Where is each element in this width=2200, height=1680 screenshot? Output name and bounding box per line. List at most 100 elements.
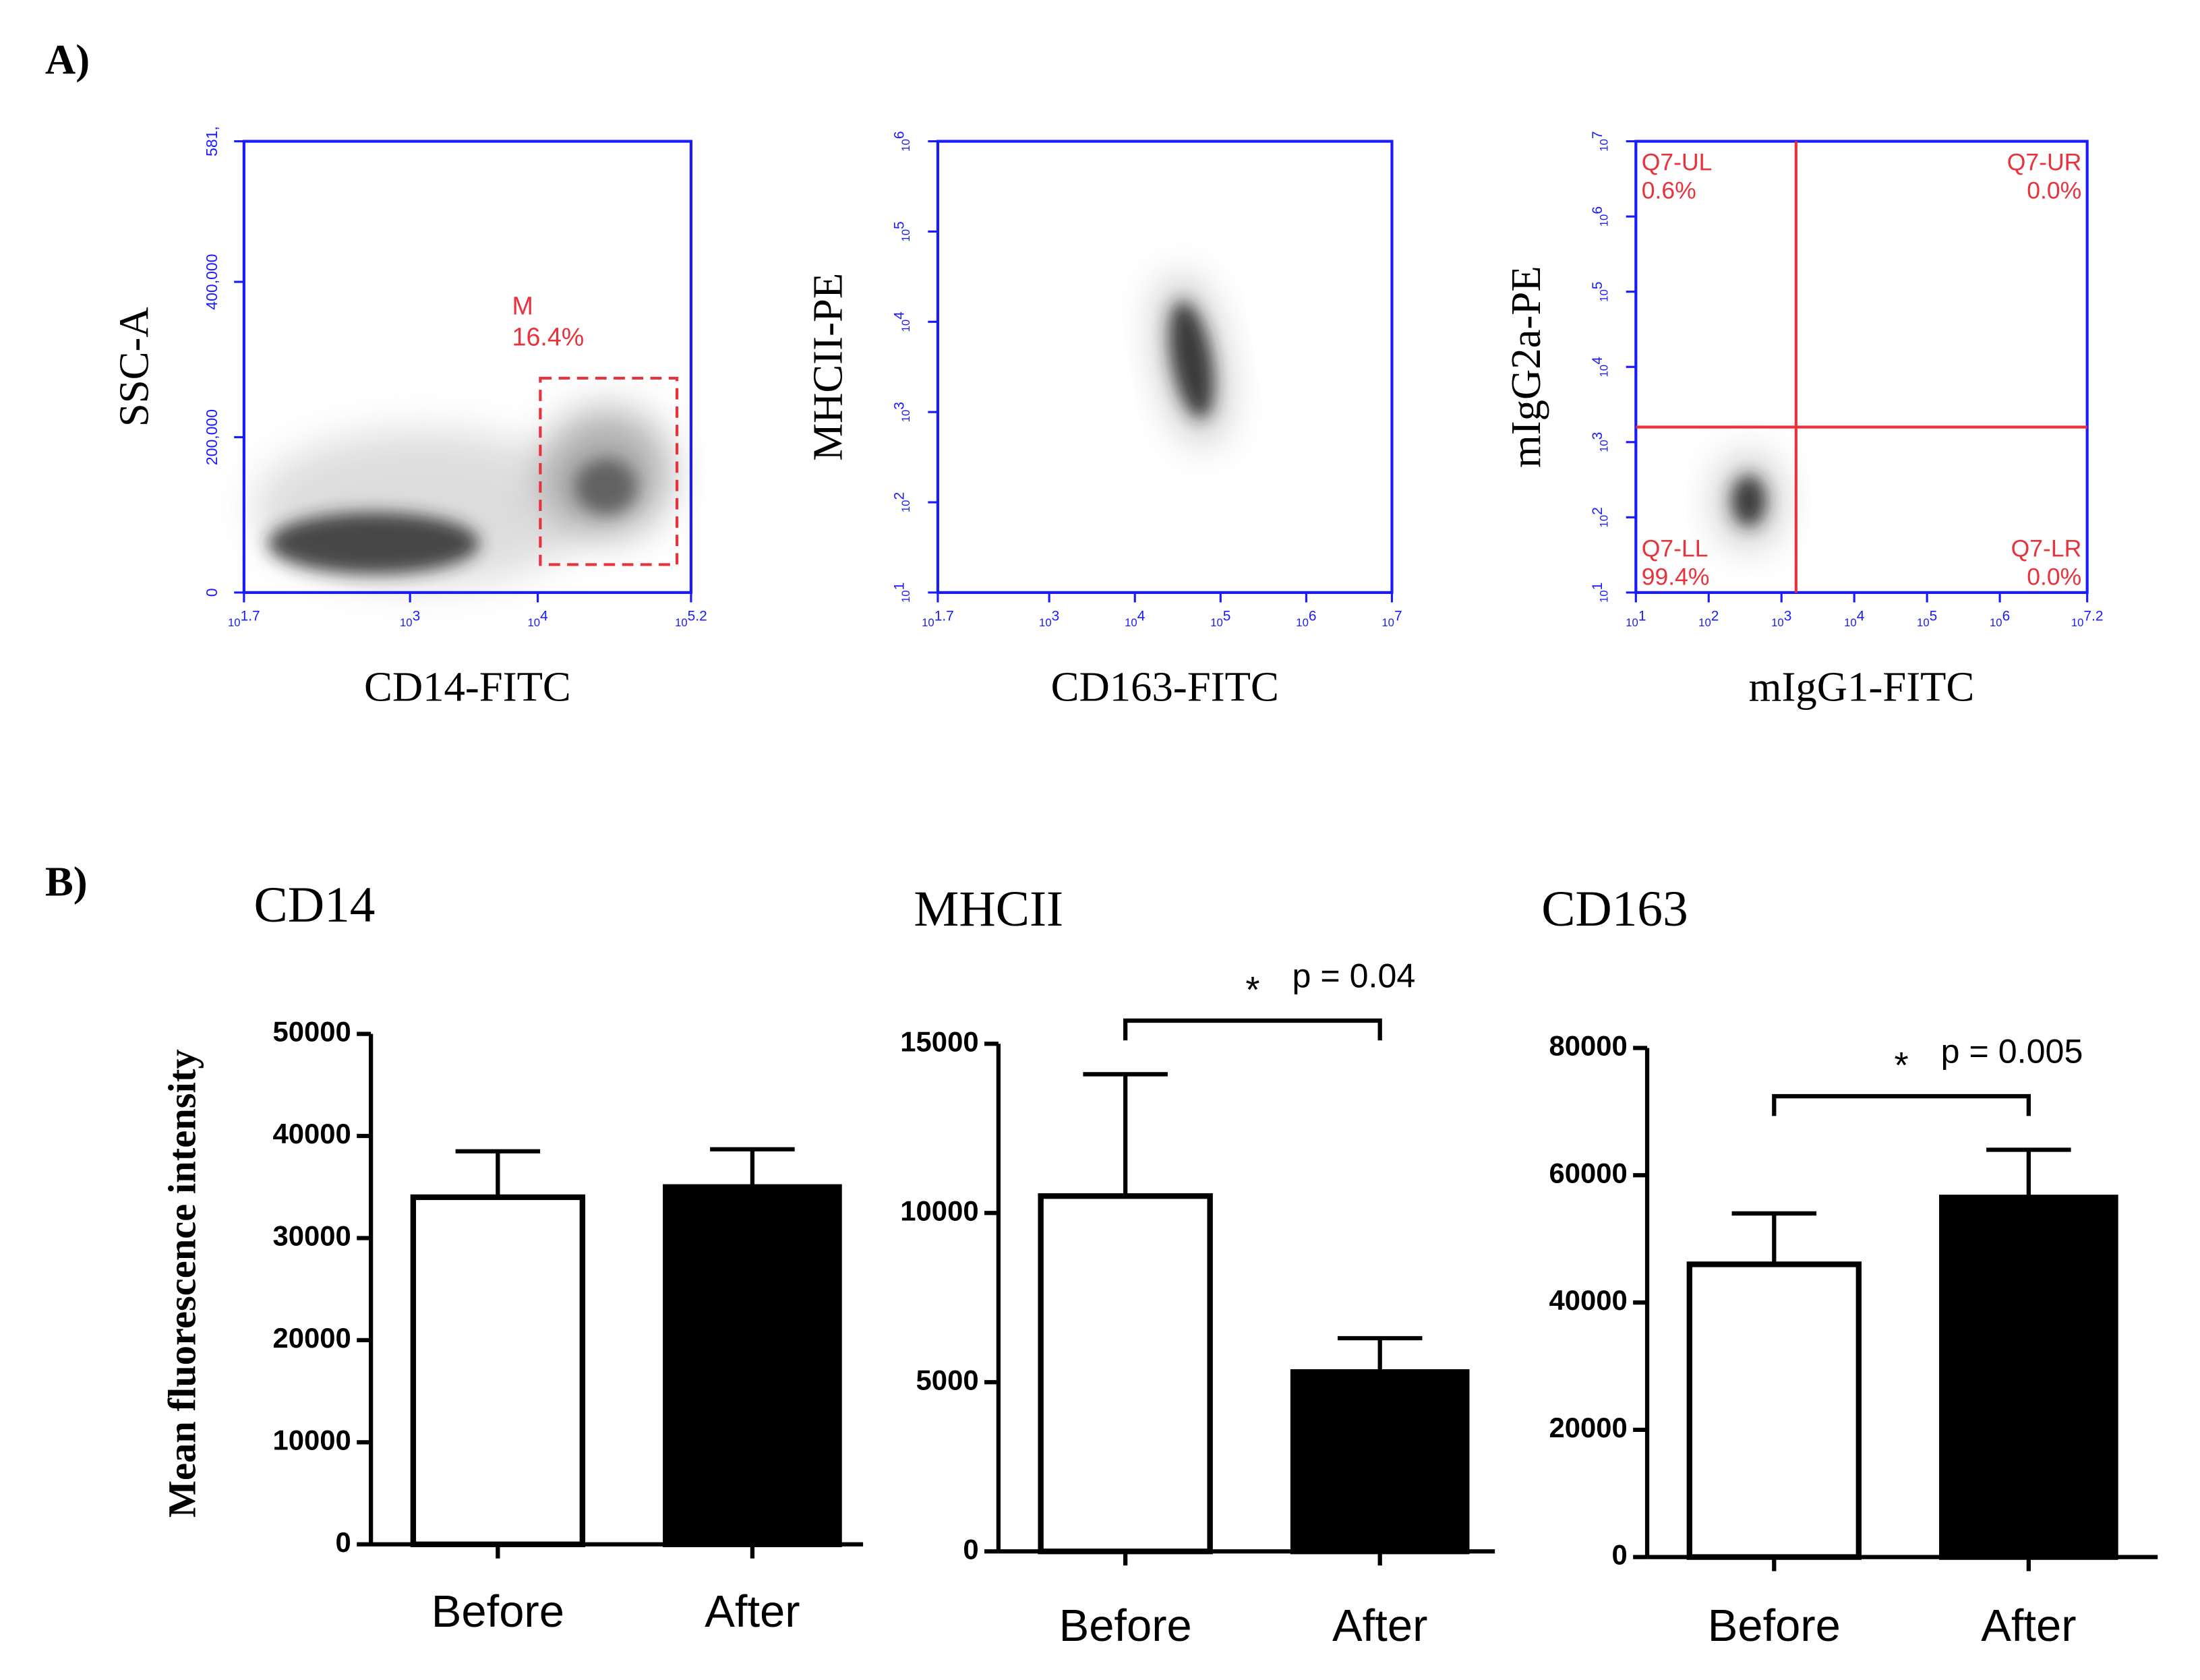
tick-base: 10: [1771, 616, 1784, 629]
tick-exponent: 4: [891, 311, 907, 320]
x-tick-label: 104: [1844, 608, 1865, 629]
significance-marker: *: [1895, 1045, 1909, 1086]
tick-exponent: 7.2: [2083, 608, 2103, 624]
tick-base: 10: [899, 139, 912, 152]
y-tick-label: 106: [891, 131, 912, 151]
y-tick-label: 101: [891, 582, 912, 603]
plot-frame: [242, 140, 693, 595]
tick-exponent: 1.7: [241, 608, 260, 624]
y-tick-label: 0: [203, 589, 220, 597]
tick-base: 10: [899, 590, 912, 603]
x-tick-label: 101.7: [922, 608, 954, 629]
y-tick-label: 50000: [272, 1016, 351, 1048]
y-tick-label: 40000: [272, 1118, 351, 1149]
x-tick-label: 107: [1381, 608, 1402, 629]
tick-exponent: 3: [1589, 432, 1605, 440]
p-value: p = 0.04: [1292, 957, 1415, 994]
event-clouds: [254, 276, 1780, 586]
quadrant-percent: 0.6%: [1642, 177, 1696, 204]
y-tick-label: 102: [1589, 507, 1610, 527]
gate: [539, 376, 679, 566]
tick-exponent: 2: [1711, 608, 1719, 624]
x-tick-label: Before: [1708, 1600, 1841, 1651]
quadrant-name: Q7-LL: [1642, 535, 1708, 562]
bar: [1038, 1193, 1213, 1555]
tick-exponent: 7: [1394, 608, 1402, 624]
y-tick-label: 200,000: [203, 409, 220, 465]
tick-exponent: 6: [2002, 608, 2011, 624]
y-tick-label: 80000: [1549, 1030, 1627, 1062]
tick-base: 10: [1844, 616, 1857, 629]
tick-exponent: 5: [1223, 608, 1231, 624]
tick-exponent: 4: [1137, 608, 1146, 624]
tick-exponent: 3: [1052, 608, 1060, 624]
x-axis-label: mIgG1-FITC: [1749, 663, 1975, 711]
tick-base: 10: [899, 229, 912, 242]
y-tick-label: 40000: [1549, 1284, 1627, 1316]
tick-base: 10: [1626, 616, 1638, 629]
tick-exponent: 4: [1857, 608, 1865, 624]
x-axis-label: CD163-FITC: [1051, 663, 1279, 711]
tick-base: 10: [1598, 515, 1611, 528]
panel-label: B): [45, 858, 88, 905]
tick-exponent: 5.2: [688, 608, 707, 624]
quadrant-name: Q7-UR: [2007, 148, 2082, 175]
y-axis-label: mIgG2a-PE: [1502, 266, 1549, 468]
tick-base: 10: [1039, 616, 1052, 629]
p-value: p = 0.005: [1941, 1033, 2083, 1071]
y-tick-label: 0: [963, 1533, 978, 1565]
tick-base: 10: [1598, 214, 1611, 227]
x-tick-label: After: [1981, 1600, 2076, 1651]
x-tick-label: 105.2: [675, 608, 707, 629]
tick-base: 10: [1381, 616, 1394, 629]
gate-percent: 16.4%: [512, 322, 585, 351]
tick-base: 10: [228, 616, 241, 629]
y-tick-label: 104: [1589, 357, 1610, 378]
tick-exponent: 1: [891, 582, 907, 591]
x-tick-label: 102: [1698, 608, 1719, 629]
x-tick-label: After: [1332, 1600, 1427, 1651]
tick-base: 10: [1598, 139, 1611, 152]
y-tick-label: 30000: [272, 1220, 351, 1252]
tick-exponent: 5: [891, 221, 907, 229]
significance-bracket: [1123, 1018, 1382, 1041]
y-tick-label: 0: [1612, 1539, 1628, 1571]
y-tick-label: 102: [891, 492, 912, 512]
y-tick-label: 581,: [203, 126, 220, 156]
tick-exponent: 5: [1930, 608, 1938, 624]
x-tick-label: 103: [1771, 608, 1791, 629]
significance-marker: *: [1245, 969, 1259, 1010]
chart-title: CD163: [1541, 881, 1688, 937]
plot-frame: [936, 140, 1394, 595]
tick-base: 10: [899, 410, 912, 423]
tick-exponent: 4: [540, 608, 548, 624]
tick-exponent: 1.7: [934, 608, 954, 624]
tick-exponent: 1: [1589, 582, 1605, 591]
x-tick-label: 106: [1296, 608, 1316, 629]
tick-exponent: 2: [1589, 507, 1605, 515]
y-tick-label: 400,000: [203, 254, 220, 310]
tick-base: 10: [899, 320, 912, 332]
chart-title: CD14: [254, 877, 376, 933]
x-tick-label: 107.2: [2071, 608, 2104, 629]
x-tick-label: 104: [1125, 608, 1146, 629]
tick-base: 10: [922, 616, 934, 629]
tick-base: 10: [1598, 590, 1611, 603]
y-tick-label: 20000: [1549, 1412, 1627, 1443]
y-tick-label: 60000: [1549, 1157, 1627, 1189]
y-tick-label: 101: [1589, 582, 1610, 603]
y-tick-label: 10000: [900, 1195, 978, 1226]
y-tick-label: 104: [891, 311, 912, 332]
quadrant-name: Q7-LR: [2011, 535, 2082, 562]
plot-frame: [1634, 140, 2089, 595]
quadrant-percent: 99.4%: [1642, 563, 1710, 590]
x-tick-label: After: [705, 1586, 800, 1637]
tick-base: 10: [1598, 289, 1611, 302]
tick-base: 10: [1598, 365, 1611, 378]
tick-exponent: 3: [891, 402, 907, 410]
tick-exponent: 3: [1784, 608, 1792, 624]
chart-title: MHCII: [914, 881, 1063, 937]
x-tick-label: 103: [400, 608, 420, 629]
y-tick-label: 105: [891, 221, 912, 241]
tick-exponent: 2: [891, 492, 907, 500]
